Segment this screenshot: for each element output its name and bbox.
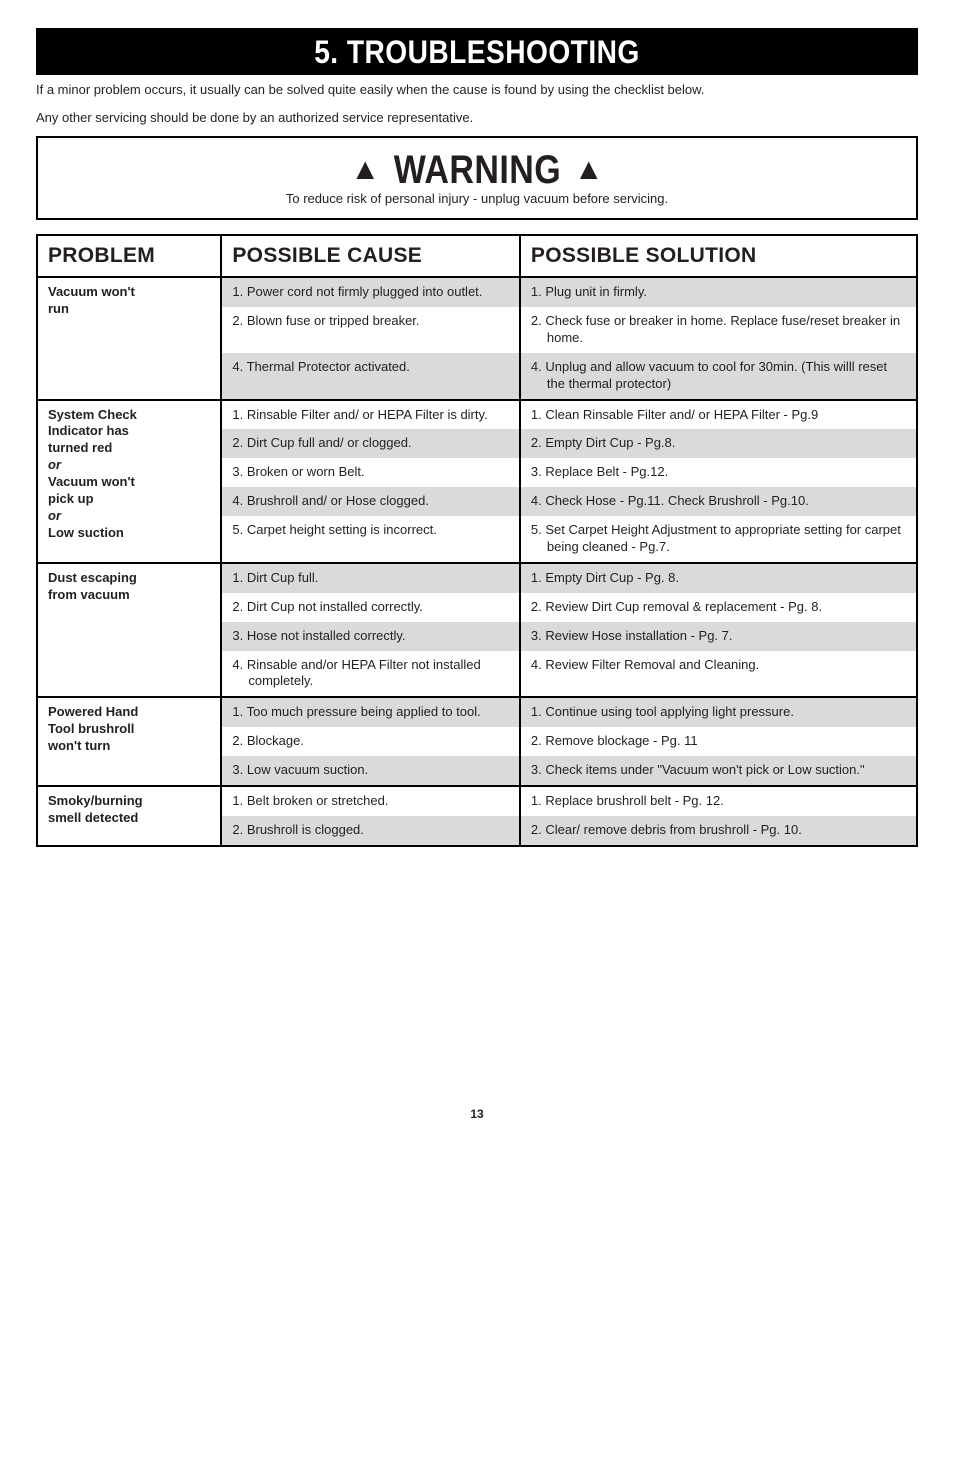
solution-cell: 1. Replace brushroll belt - Pg. 12. bbox=[521, 787, 916, 816]
warning-title-row: ▲ WARNING ▲ bbox=[52, 148, 902, 193]
problem-line: smell detected bbox=[48, 810, 210, 827]
cause-cell: 4. Brushroll and/ or Hose clogged. bbox=[222, 487, 521, 516]
cause-cell: 2. Blown fuse or tripped breaker. bbox=[222, 307, 521, 353]
problem-line: System Check bbox=[48, 407, 210, 424]
solution-cell: 1. Continue using tool applying light pr… bbox=[521, 698, 916, 727]
solution-cell: 2. Empty Dirt Cup - Pg.8. bbox=[521, 429, 916, 458]
problem-line: Tool brushroll bbox=[48, 721, 210, 738]
problem-line: won't turn bbox=[48, 738, 210, 755]
solution-cell: 4. Unplug and allow vacuum to cool for 3… bbox=[521, 353, 916, 401]
problem-line: Powered Hand bbox=[48, 704, 210, 721]
section-title: 5. TROUBLESHOOTING bbox=[314, 34, 640, 71]
problem-line: Vacuum won't bbox=[48, 284, 210, 301]
solution-cell: 3. Replace Belt - Pg.12. bbox=[521, 458, 916, 487]
solution-cell: 1. Clean Rinsable Filter and/ or HEPA Fi… bbox=[521, 401, 916, 430]
warning-triangle-icon: ▲ bbox=[574, 155, 604, 185]
cause-cell: 5. Carpet height setting is incorrect. bbox=[222, 516, 521, 564]
header-cause: POSSIBLE CAUSE bbox=[222, 236, 521, 278]
problem-line: Smoky/burning bbox=[48, 793, 210, 810]
header-solution: POSSIBLE SOLUTION bbox=[521, 236, 916, 278]
cause-cell: 1. Dirt Cup full. bbox=[222, 564, 521, 593]
cause-cell: 4. Thermal Protector activated. bbox=[222, 353, 521, 401]
problem-line: from vacuum bbox=[48, 587, 210, 604]
table-row: Powered HandTool brushrollwon't turn1. T… bbox=[38, 698, 916, 727]
cause-cell: 2. Dirt Cup full and/ or clogged. bbox=[222, 429, 521, 458]
problem-cell: System CheckIndicator hasturned redorVac… bbox=[38, 401, 222, 564]
cause-cell: 2. Brushroll is clogged. bbox=[222, 816, 521, 845]
cause-cell: 2. Blockage. bbox=[222, 727, 521, 756]
problem-cell: Vacuum won'trun bbox=[38, 278, 222, 400]
section-header: 5. TROUBLESHOOTING bbox=[36, 28, 918, 75]
problem-line: or bbox=[48, 457, 210, 474]
solution-cell: 2. Review Dirt Cup removal & replacement… bbox=[521, 593, 916, 622]
table-row: System CheckIndicator hasturned redorVac… bbox=[38, 401, 916, 430]
problem-line: Low suction bbox=[48, 525, 210, 542]
table-header-row: PROBLEM POSSIBLE CAUSE POSSIBLE SOLUTION bbox=[38, 236, 916, 278]
table-row: Smoky/burningsmell detected1. Belt broke… bbox=[38, 787, 916, 816]
problem-cell: Dust escapingfrom vacuum bbox=[38, 564, 222, 698]
intro-paragraph-1: If a minor problem occurs, it usually ca… bbox=[36, 81, 918, 99]
problem-line: run bbox=[48, 301, 210, 318]
solution-cell: 1. Empty Dirt Cup - Pg. 8. bbox=[521, 564, 916, 593]
problem-line: or bbox=[48, 508, 210, 525]
solution-cell: 3. Check items under "Vacuum won't pick … bbox=[521, 756, 916, 787]
problem-line: Vacuum won't bbox=[48, 474, 210, 491]
troubleshooting-table: PROBLEM POSSIBLE CAUSE POSSIBLE SOLUTION… bbox=[36, 234, 918, 847]
solution-cell: 4. Review Filter Removal and Cleaning. bbox=[521, 651, 916, 699]
cause-cell: 3. Broken or worn Belt. bbox=[222, 458, 521, 487]
table-row: Dust escapingfrom vacuum1. Dirt Cup full… bbox=[38, 564, 916, 593]
cause-cell: 1. Belt broken or stretched. bbox=[222, 787, 521, 816]
problem-line: pick up bbox=[48, 491, 210, 508]
solution-cell: 1. Plug unit in firmly. bbox=[521, 278, 916, 307]
cause-cell: 4. Rinsable and/or HEPA Filter not insta… bbox=[222, 651, 521, 699]
cause-cell: 1. Rinsable Filter and/ or HEPA Filter i… bbox=[222, 401, 521, 430]
solution-cell: 3. Review Hose installation - Pg. 7. bbox=[521, 622, 916, 651]
header-problem: PROBLEM bbox=[38, 236, 222, 278]
solution-cell: 2. Remove blockage - Pg. 11 bbox=[521, 727, 916, 756]
cause-cell: 1. Too much pressure being applied to to… bbox=[222, 698, 521, 727]
warning-title: WARNING bbox=[393, 148, 560, 193]
problem-line: turned red bbox=[48, 440, 210, 457]
cause-cell: 2. Dirt Cup not installed correctly. bbox=[222, 593, 521, 622]
page-number: 13 bbox=[36, 1107, 918, 1121]
warning-triangle-icon: ▲ bbox=[350, 155, 380, 185]
cause-cell: 3. Low vacuum suction. bbox=[222, 756, 521, 787]
problem-line: Indicator has bbox=[48, 423, 210, 440]
cause-cell: 1. Power cord not firmly plugged into ou… bbox=[222, 278, 521, 307]
problem-cell: Smoky/burningsmell detected bbox=[38, 787, 222, 845]
cause-cell: 3. Hose not installed correctly. bbox=[222, 622, 521, 651]
table-row: Vacuum won'trun1. Power cord not firmly … bbox=[38, 278, 916, 307]
solution-cell: 4. Check Hose - Pg.11. Check Brushroll -… bbox=[521, 487, 916, 516]
intro-paragraph-2: Any other servicing should be done by an… bbox=[36, 109, 918, 127]
problem-line: Dust escaping bbox=[48, 570, 210, 587]
warning-box: ▲ WARNING ▲ To reduce risk of personal i… bbox=[36, 136, 918, 220]
problem-cell: Powered HandTool brushrollwon't turn bbox=[38, 698, 222, 787]
solution-cell: 5. Set Carpet Height Adjustment to appro… bbox=[521, 516, 916, 564]
solution-cell: 2. Clear/ remove debris from brushroll -… bbox=[521, 816, 916, 845]
solution-cell: 2. Check fuse or breaker in home. Replac… bbox=[521, 307, 916, 353]
warning-subtitle: To reduce risk of personal injury - unpl… bbox=[52, 191, 902, 206]
